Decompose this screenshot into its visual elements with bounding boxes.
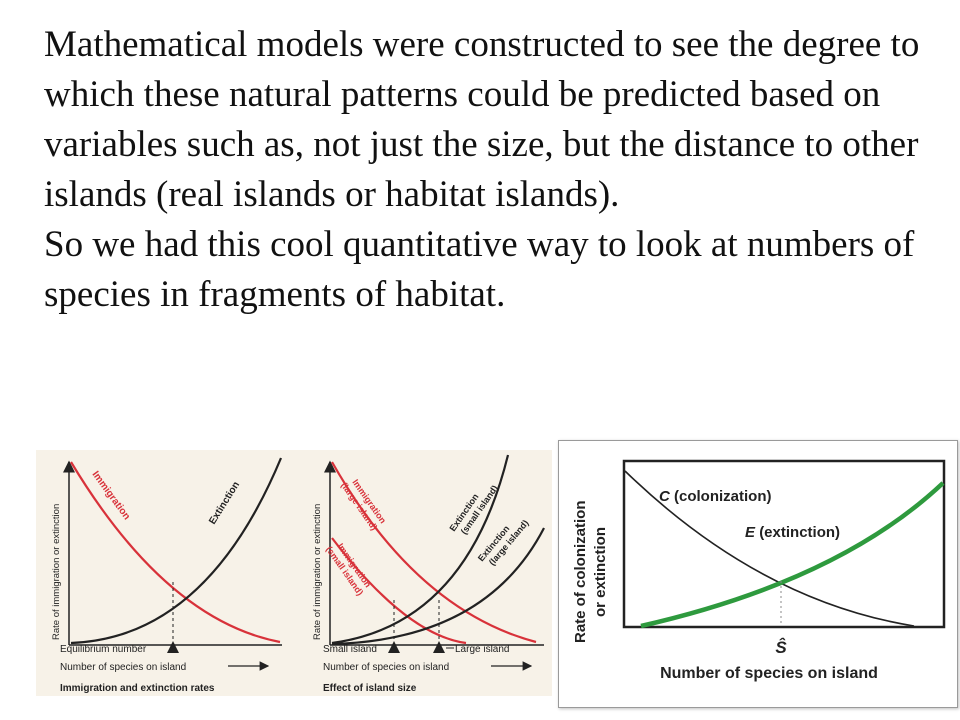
x-axis-label: Number of species on island bbox=[660, 665, 878, 682]
island-biogeography-diagrams: Rate of immigration or extinction Immigr… bbox=[51, 454, 545, 694]
textbook-diagrams-panel: Rate of immigration or extinction Immigr… bbox=[36, 450, 552, 696]
large-island-label: Large island bbox=[455, 644, 509, 655]
paragraph-quantitative: So we had this cool quantitative way to … bbox=[44, 224, 915, 315]
caption-immigration-extinction: Immigration and extinction rates bbox=[60, 683, 215, 694]
small-island-label: Small island bbox=[323, 644, 377, 655]
colonization-extinction-diagram: Rate of colonization or extinction C (co… bbox=[572, 459, 946, 682]
extinction-label: E (extinction) bbox=[745, 524, 840, 541]
equilibrium-label: Equilibrium number bbox=[60, 644, 147, 655]
immigration-small-label: Immigration (small island) bbox=[324, 538, 374, 598]
caption-island-size: Effect of island size bbox=[323, 683, 417, 694]
x-axis-label: Number of species on island bbox=[60, 662, 186, 673]
colonization-extinction-panel: Rate of colonization or extinction C (co… bbox=[558, 440, 958, 708]
y-axis-label: Rate of immigration or extinction bbox=[312, 504, 323, 640]
small-island-marker bbox=[388, 641, 400, 653]
equilibrium-marker bbox=[167, 641, 179, 653]
extinction-small-curve bbox=[331, 454, 510, 645]
extinction-curve-label: Extinction bbox=[207, 480, 242, 527]
large-island-marker bbox=[433, 641, 445, 653]
immigration-curve-label: Immigration bbox=[90, 469, 133, 522]
extinction-curve bbox=[640, 481, 945, 629]
immigration-large-label: Immigration (large island) bbox=[339, 474, 389, 534]
x-axis-label: Number of species on island bbox=[323, 662, 449, 673]
plot-frame bbox=[622, 459, 946, 629]
colonization-curve bbox=[624, 470, 915, 627]
extinction-large-curve bbox=[331, 527, 545, 646]
y-axis-label: Rate of colonization or extinction bbox=[572, 496, 609, 643]
diagram-immigration-extinction: Rate of immigration or extinction Immigr… bbox=[51, 457, 283, 694]
immigration-small-curve bbox=[331, 537, 467, 645]
colonization-label: C (colonization) bbox=[659, 488, 772, 505]
immigration-large-curve bbox=[331, 461, 537, 644]
extinction-curve bbox=[70, 457, 283, 645]
immigration-curve bbox=[70, 461, 281, 644]
y-axis-label: Rate of immigration or extinction bbox=[51, 504, 62, 640]
paragraph-models: Mathematical models were constructed to … bbox=[44, 24, 920, 215]
diagram-island-size: Rate of immigration or extinction Immigr… bbox=[312, 454, 545, 694]
slide-text: Mathematical models were constructed to … bbox=[44, 20, 944, 320]
s-hat-label: Ŝ bbox=[775, 638, 787, 657]
